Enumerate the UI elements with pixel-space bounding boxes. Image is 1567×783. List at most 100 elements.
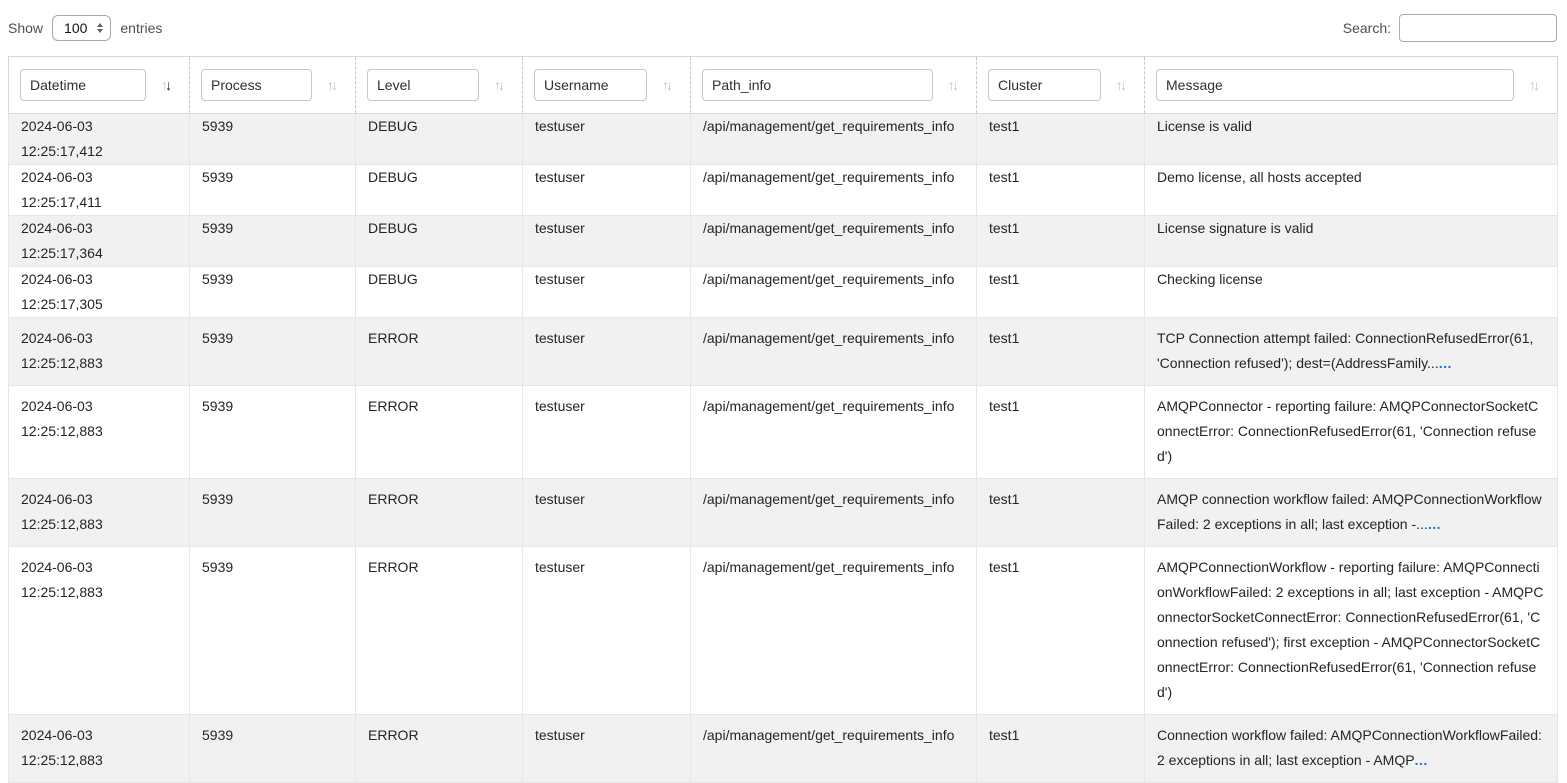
filter-input-process[interactable]	[201, 69, 312, 101]
column-header-cluster: ↑↓	[976, 56, 1145, 114]
cell-level: ERROR	[355, 478, 523, 547]
sort-asc-icon: ↑	[494, 77, 501, 93]
message-text: License is valid	[1157, 118, 1252, 134]
cell-username: testuser	[522, 714, 691, 783]
sort-asc-icon: ↑	[662, 77, 669, 93]
cell-process: 5939	[189, 266, 356, 318]
table-header: ↑↓ ↑↓ ↑↓ ↑↓	[8, 56, 1558, 114]
cell-cluster: test1	[976, 714, 1145, 783]
cell-level: ERROR	[355, 714, 523, 783]
filter-input-username[interactable]	[534, 69, 647, 101]
cell-message: License is valid	[1144, 113, 1558, 165]
cell-message: Checking license	[1144, 266, 1558, 318]
filter-input-level[interactable]	[367, 69, 479, 101]
sort-asc-icon: ↑	[327, 77, 334, 93]
filter-input-message[interactable]	[1156, 69, 1514, 101]
show-label: Show	[8, 20, 44, 36]
cell-process: 5939	[189, 385, 356, 479]
table-row: 2024-06-03 12:25:12,883 5939 ERROR testu…	[8, 546, 1558, 715]
cell-message: TCP Connection attempt failed: Connectio…	[1144, 317, 1558, 386]
search-input[interactable]	[1399, 14, 1557, 42]
cell-level: ERROR	[355, 546, 523, 715]
sort-asc-icon: ↑	[948, 77, 955, 93]
message-text: AMQPConnector - reporting failure: AMQPC…	[1157, 398, 1539, 464]
cell-datetime: 2024-06-03 12:25:12,883	[8, 385, 190, 479]
message-text: AMQP connection workflow failed: AMQPCon…	[1157, 491, 1542, 532]
column-header-process: ↑↓	[189, 56, 356, 114]
cell-datetime: 2024-06-03 12:25:17,305	[8, 266, 190, 318]
cell-username: testuser	[522, 385, 691, 479]
sort-icon-message[interactable]: ↑↓	[1520, 77, 1546, 93]
sort-icon-level[interactable]: ↑↓	[485, 77, 511, 93]
column-header-message: ↑↓	[1144, 56, 1558, 114]
page-size-value: 100	[64, 20, 88, 36]
expand-message-link[interactable]: ...	[1414, 752, 1428, 768]
sort-desc-icon: ↓	[1533, 77, 1540, 93]
sort-icon-username[interactable]: ↑↓	[653, 77, 679, 93]
cell-datetime: 2024-06-03 12:25:17,364	[8, 215, 190, 267]
page-length-control: Show 100 entries	[8, 15, 162, 41]
cell-username: testuser	[522, 266, 691, 318]
search-label: Search:	[1342, 20, 1391, 36]
cell-message: AMQPConnectionWorkflow - reporting failu…	[1144, 546, 1558, 715]
column-header-username: ↑↓	[522, 56, 691, 114]
sort-desc-icon: ↓	[1120, 77, 1127, 93]
cell-process: 5939	[189, 478, 356, 547]
cell-message: License signature is valid	[1144, 215, 1558, 267]
filter-input-cluster[interactable]	[988, 69, 1101, 101]
cell-process: 5939	[189, 714, 356, 783]
sort-asc-icon: ↑	[1116, 77, 1123, 93]
cell-process: 5939	[189, 546, 356, 715]
cell-cluster: test1	[976, 113, 1145, 165]
cell-username: testuser	[522, 546, 691, 715]
table-row: 2024-06-03 12:25:17,411 5939 DEBUG testu…	[8, 164, 1558, 216]
log-table: ↑↓ ↑↓ ↑↓ ↑↓	[8, 56, 1558, 783]
expand-message-link[interactable]: ...	[1438, 355, 1452, 371]
cell-process: 5939	[189, 164, 356, 216]
sort-asc-icon: ↑	[1529, 77, 1536, 93]
cell-path-info: /api/management/get_requirements_info	[690, 266, 977, 318]
expand-message-link[interactable]: ...	[1427, 516, 1441, 532]
cell-level: DEBUG	[355, 215, 523, 267]
table-row: 2024-06-03 12:25:17,305 5939 DEBUG testu…	[8, 266, 1558, 318]
cell-datetime: 2024-06-03 12:25:12,883	[8, 317, 190, 386]
cell-path-info: /api/management/get_requirements_info	[690, 317, 977, 386]
sort-icon-cluster[interactable]: ↑↓	[1107, 77, 1133, 93]
message-text: License signature is valid	[1157, 220, 1314, 236]
cell-datetime: 2024-06-03 12:25:12,883	[8, 714, 190, 783]
cell-path-info: /api/management/get_requirements_info	[690, 113, 977, 165]
sort-icon-path-info[interactable]: ↑↓	[939, 77, 965, 93]
cell-cluster: test1	[976, 546, 1145, 715]
filter-input-path-info[interactable]	[702, 69, 933, 101]
search-control: Search:	[1343, 14, 1557, 42]
table-row: 2024-06-03 12:25:12,883 5939 ERROR testu…	[8, 478, 1558, 547]
sort-desc-icon: ↓	[666, 77, 673, 93]
cell-path-info: /api/management/get_requirements_info	[690, 385, 977, 479]
cell-message: AMQPConnector - reporting failure: AMQPC…	[1144, 385, 1558, 479]
cell-username: testuser	[522, 478, 691, 547]
sort-icon-process[interactable]: ↑↓	[318, 77, 344, 93]
table-row: 2024-06-03 12:25:12,883 5939 ERROR testu…	[8, 317, 1558, 386]
filter-input-datetime[interactable]	[20, 69, 146, 101]
cell-level: ERROR	[355, 317, 523, 386]
page-size-select[interactable]: 100	[52, 15, 112, 41]
table-controls: Show 100 entries Search:	[0, 0, 1567, 47]
cell-path-info: /api/management/get_requirements_info	[690, 164, 977, 216]
cell-message: Demo license, all hosts accepted	[1144, 164, 1558, 216]
cell-process: 5939	[189, 215, 356, 267]
cell-cluster: test1	[976, 317, 1145, 386]
cell-cluster: test1	[976, 478, 1145, 547]
cell-level: DEBUG	[355, 164, 523, 216]
cell-path-info: /api/management/get_requirements_info	[690, 546, 977, 715]
cell-username: testuser	[522, 317, 691, 386]
table-row: 2024-06-03 12:25:12,883 5939 ERROR testu…	[8, 714, 1558, 783]
cell-level: ERROR	[355, 385, 523, 479]
column-header-path-info: ↑↓	[690, 56, 977, 114]
cell-cluster: test1	[976, 385, 1145, 479]
cell-process: 5939	[189, 317, 356, 386]
cell-datetime: 2024-06-03 12:25:12,883	[8, 546, 190, 715]
cell-message: AMQP connection workflow failed: AMQPCon…	[1144, 478, 1558, 547]
message-text: Demo license, all hosts accepted	[1157, 169, 1362, 185]
message-text: AMQPConnectionWorkflow - reporting failu…	[1157, 559, 1544, 700]
sort-icon-datetime[interactable]: ↑↓	[152, 77, 178, 93]
